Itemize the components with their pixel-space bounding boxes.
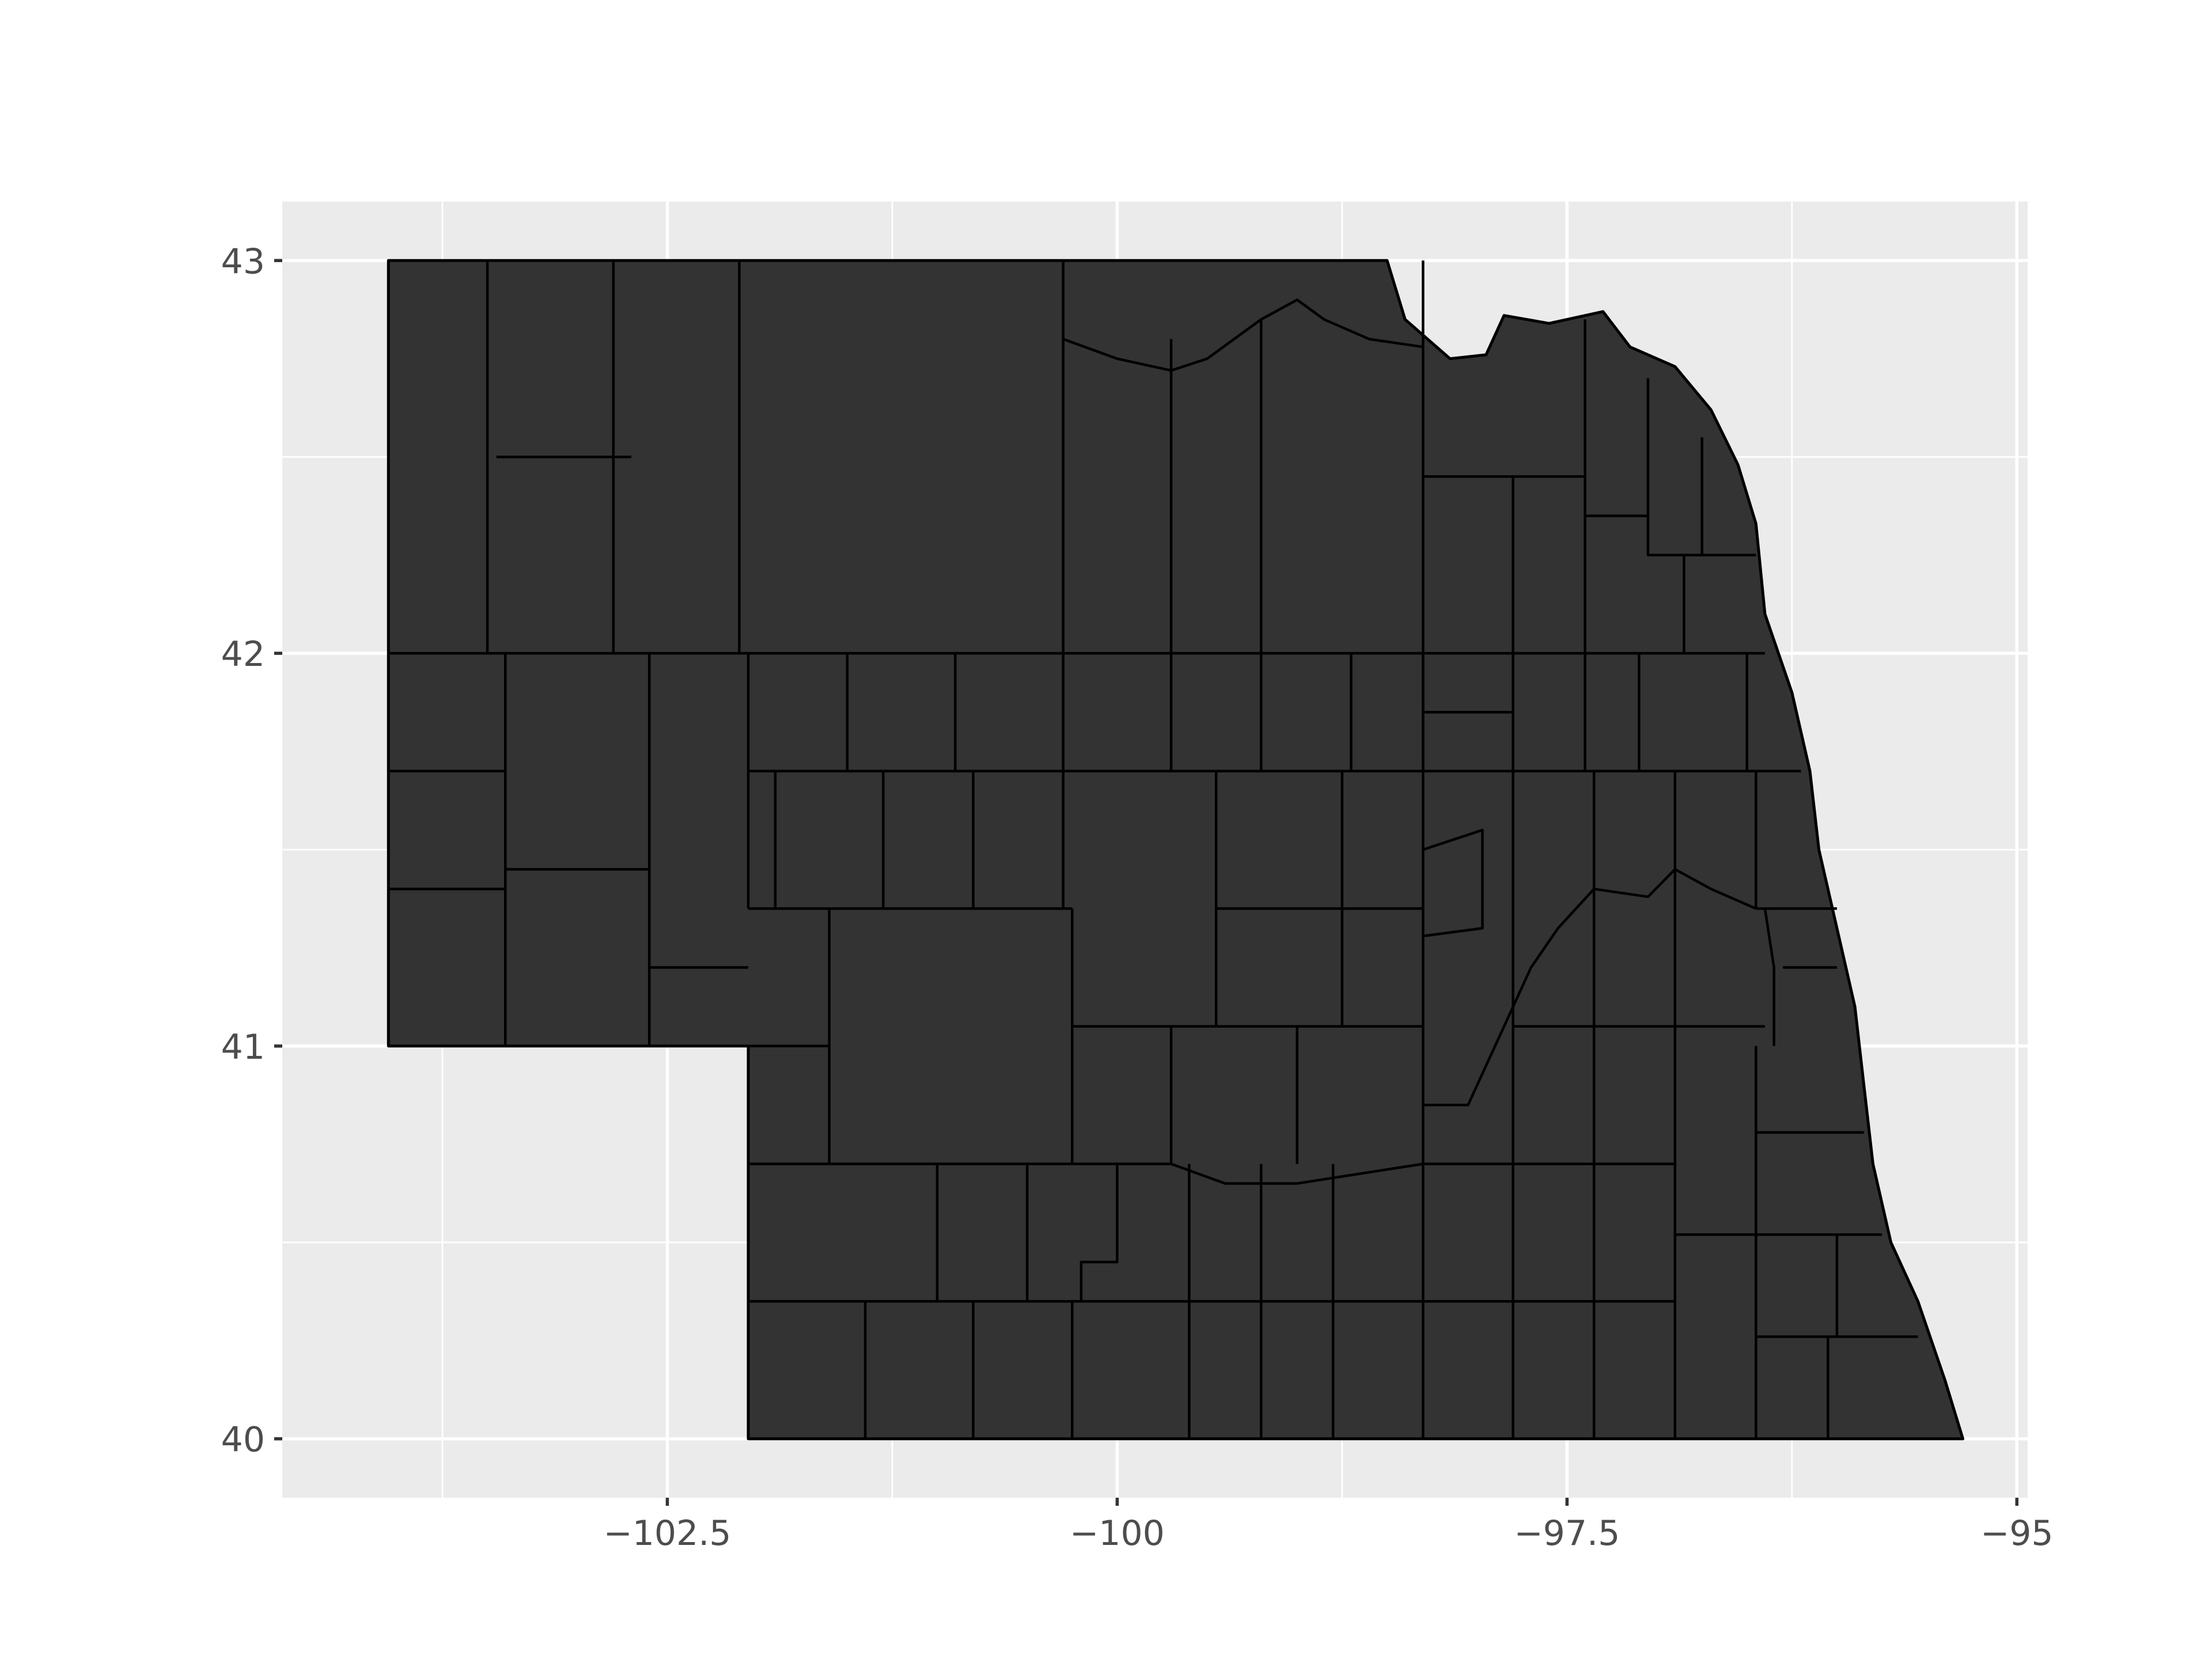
y-axis: 40 41 42 43	[221, 241, 282, 1460]
x-tick-label: −100	[1070, 1513, 1165, 1554]
x-tick-label: −95	[1980, 1513, 2054, 1554]
county-boundary	[748, 1162, 1675, 1185]
county-boundary	[1593, 868, 1757, 910]
x-tick-label: −102.5	[603, 1513, 731, 1554]
x-tick-label: −97.5	[1514, 1513, 1620, 1554]
y-tick-label: 40	[221, 1420, 265, 1460]
county-boundary	[1763, 908, 1775, 1046]
county-boundary	[1423, 888, 1595, 1107]
county-boundary	[1080, 1164, 1119, 1302]
state-outline	[387, 259, 1964, 1441]
county-boundaries	[388, 260, 1918, 1439]
y-tick-label: 43	[221, 241, 265, 282]
y-tick-label: 41	[221, 1027, 265, 1067]
county-boundary	[1700, 437, 1756, 556]
x-axis: −102.5 −100 −97.5 −95	[603, 1498, 2054, 1554]
county-boundary	[1422, 828, 1484, 938]
county-boundary	[1062, 298, 1423, 372]
nebraska-counties-map	[387, 259, 1964, 1441]
y-tick-label: 42	[221, 634, 265, 675]
